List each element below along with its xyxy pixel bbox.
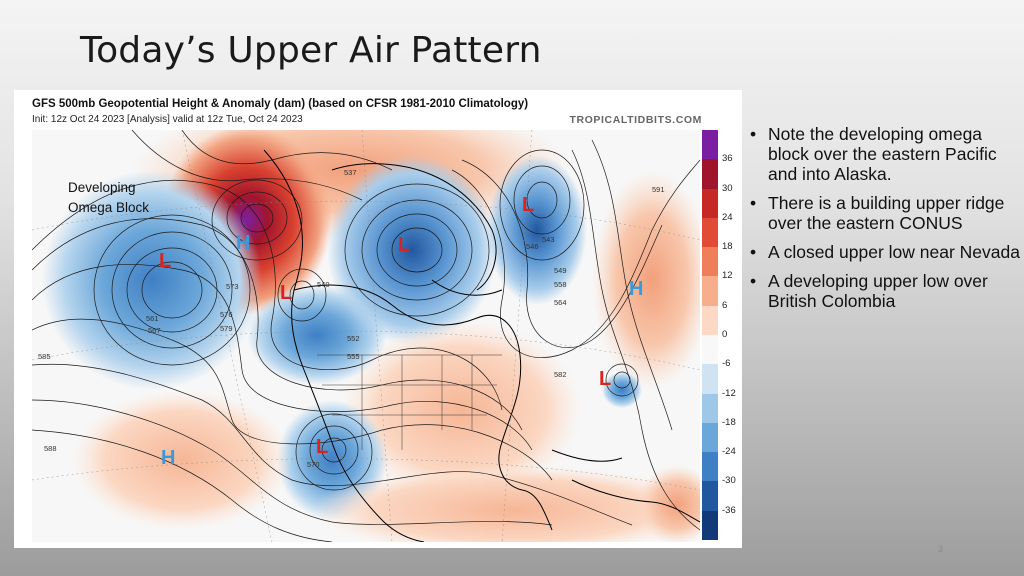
height-label: 555 <box>347 352 360 361</box>
height-label: 576 <box>220 310 233 319</box>
lat-lon-grid <box>32 130 700 542</box>
low-pressure-marker-labrador: L <box>522 194 535 216</box>
colorbar-tick-label: -18 <box>722 416 736 428</box>
low-pressure-marker-bc: L <box>280 282 293 304</box>
bullet-item: Note the developing omega block over the… <box>750 124 1020 184</box>
colorbar-tick-label: -30 <box>722 475 736 487</box>
colorbar-segment <box>702 452 718 482</box>
height-label: 585 <box>38 352 51 361</box>
colorbar-tick-label: -12 <box>722 387 736 399</box>
high-pressure-marker-omega: H <box>236 232 251 254</box>
map-header: GFS 500mb Geopotential Height & Anomaly … <box>14 90 742 128</box>
anomaly-shading <box>42 130 700 542</box>
colorbar-tick-label: -36 <box>722 504 736 516</box>
colorbar-segment <box>702 422 718 453</box>
height-label: 546 <box>526 242 539 251</box>
height-label: 537 <box>344 168 357 177</box>
colorbar-tick-label: -6 <box>722 358 731 370</box>
map-source: TROPICALTIDBITS.COM <box>569 114 702 126</box>
colorbar-tick-label: 30 <box>722 182 733 194</box>
high-pressure-marker-atlantic: H <box>629 278 644 300</box>
height-label: 564 <box>554 298 567 307</box>
height-label: 579 <box>220 324 233 333</box>
annotation-line-1: Developing <box>68 180 136 195</box>
colorbar <box>702 130 718 540</box>
colorbar-tick-label: 12 <box>722 270 733 282</box>
low-pressure-marker-hudson: L <box>398 234 411 256</box>
height-label: 570 <box>307 460 320 469</box>
colorbar-tick-label: 18 <box>722 241 733 253</box>
bullet-list: Note the developing omega block over the… <box>750 124 1020 320</box>
slide-title: Today’s Upper Air Pattern <box>80 30 542 71</box>
anomaly-map <box>32 130 700 542</box>
map-title: GFS 500mb Geopotential Height & Anomaly … <box>32 98 529 110</box>
colorbar-segment <box>702 334 718 365</box>
colorbar-segment <box>702 364 718 394</box>
colorbar-tick-label: 36 <box>722 153 733 165</box>
height-label: 549 <box>554 266 567 275</box>
colorbar-segment <box>702 247 718 277</box>
colorbar-segment <box>702 305 718 335</box>
bullet-item: A developing upper low over British Colo… <box>750 271 1020 311</box>
colorbar-segment <box>702 188 718 218</box>
low-pressure-marker-bermuda: L <box>599 368 612 390</box>
height-label: 591 <box>652 185 665 194</box>
colorbar-tick-label: -24 <box>722 446 736 458</box>
height-label: 588 <box>44 444 57 453</box>
height-label: 561 <box>146 314 159 323</box>
height-label: 540 <box>317 280 330 289</box>
height-label: 552 <box>347 334 360 343</box>
coastlines <box>263 149 700 542</box>
colorbar-segment <box>702 276 718 306</box>
height-label: 558 <box>554 280 567 289</box>
colorbar-segment <box>702 130 718 160</box>
map-subtitle: Init: 12z Oct 24 2023 [Analysis] valid a… <box>32 114 303 125</box>
colorbar-tick-label: 24 <box>722 211 733 223</box>
low-pressure-marker-baja: L <box>316 436 329 458</box>
colorbar-segment <box>702 217 718 248</box>
colorbar-tick-label: 0 <box>722 329 728 340</box>
annotation-line-2: Omega Block <box>68 200 150 215</box>
colorbar-segment <box>702 159 718 189</box>
weather-map-panel: GFS 500mb Geopotential Height & Anomaly … <box>14 90 742 548</box>
height-label: 567 <box>148 326 161 335</box>
colorbar-segment <box>702 393 718 423</box>
height-contours <box>32 130 700 542</box>
state-borders <box>317 354 502 450</box>
bullet-item: There is a building upper ridge over the… <box>750 193 1020 233</box>
page-number: 3 <box>938 544 944 554</box>
bullet-item: A closed upper low near Nevada <box>750 242 1020 262</box>
colorbar-segment <box>702 481 718 511</box>
low-pressure-marker-pacific: L <box>159 250 172 272</box>
colorbar-tick-label: 6 <box>722 299 728 311</box>
high-pressure-marker-subtropic: H <box>161 447 176 469</box>
height-label: 582 <box>554 370 567 379</box>
height-label: 573 <box>226 282 239 291</box>
height-label: 543 <box>542 235 555 244</box>
colorbar-segment <box>702 510 718 540</box>
